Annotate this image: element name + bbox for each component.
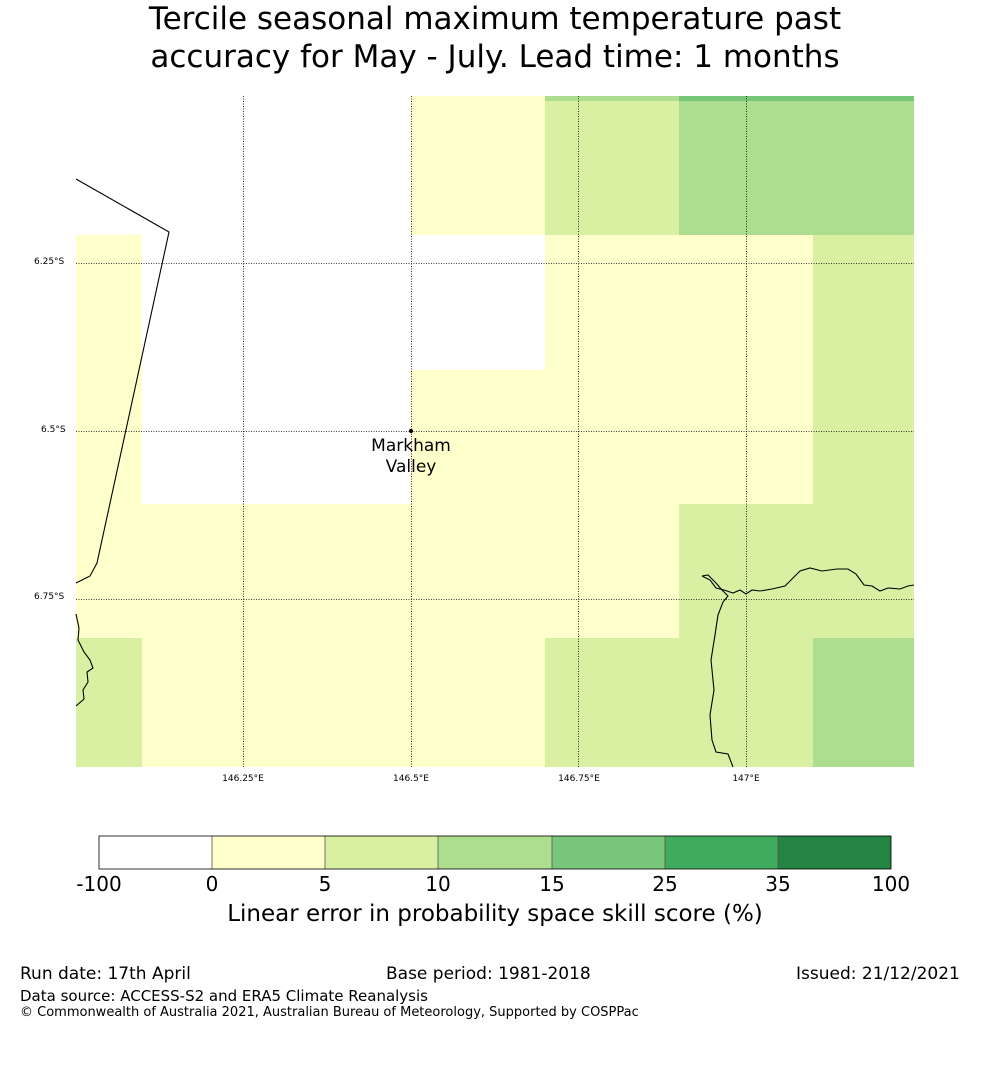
issued-date: Issued: 21/12/2021 [796,964,960,984]
base-period: Base period: 1981-2018 [386,964,591,984]
title-line-2: accuracy for May - July. Lead time: 1 mo… [150,39,840,75]
run-date: Run date: 17th April [20,964,191,984]
colorbar-tick-label: 5 [318,872,332,896]
grid-cell [545,235,813,370]
colorbar-tick-label: 25 [652,872,678,896]
lat-label: 6.5°S [41,425,66,435]
grid-cell [411,370,813,504]
colorbar-tick-label: 100 [871,872,911,896]
grid-cell [813,638,914,767]
grid-cell [545,96,679,235]
coastline [75,178,915,768]
copyright: © Commonwealth of Australia 2021, Austra… [20,1005,639,1020]
grid-cell [679,96,914,235]
colorbar-segment [99,836,212,869]
grid-cell [813,370,914,504]
location-name-line-1: Markham [371,436,451,456]
lat-label: 6.75°S [34,592,65,602]
grid-cell [545,638,813,767]
map-title: Tercile seasonal maximum temperature pas… [0,0,990,76]
colorbar-segment [552,836,665,869]
colorbar-segment [665,836,778,869]
colorbar-tick-label: 35 [765,872,791,896]
grid-cell [76,638,142,767]
coast-line-west [75,613,94,707]
grid-cell [76,504,679,638]
colorbar-tick-label: 10 [425,872,451,896]
data-source: Data source: ACCESS-S2 and ERA5 Climate … [20,987,428,1005]
colorbar-segment [438,836,552,869]
lon-label: 146.75°E [558,774,600,784]
river-line [701,574,734,768]
coast-line-east [701,567,915,595]
colorbar-segment [325,836,438,869]
lon-label: 147°E [732,774,760,784]
grid-cell [679,504,914,638]
grid-cell [76,370,142,504]
grid-cell [76,235,142,370]
lon-label: 146.5°E [393,774,429,784]
colorbar-title: Linear error in probability space skill … [227,901,763,927]
grid-cell [142,638,545,767]
title-line-1: Tercile seasonal maximum temperature pas… [148,1,842,37]
colorbar-segment [778,836,891,869]
location-label: Markham Valley [371,436,451,478]
lat-label: 6.25°S [34,257,65,267]
colorbar-outline [98,835,892,870]
skill-grid [76,96,914,767]
colorbar-segment [212,836,325,869]
location-name-line-2: Valley [385,457,437,477]
colorbar [98,835,892,870]
colorbar-tick-label: 0 [205,872,219,896]
colorbar-tick-label: 15 [539,872,565,896]
grid-cell [813,235,914,370]
grid-cell [679,96,914,101]
grid-cell [411,96,545,235]
border-line [75,178,170,584]
colorbar-tick-label: -100 [76,872,122,896]
lon-label: 146.25°E [222,774,264,784]
location-marker [409,429,413,433]
